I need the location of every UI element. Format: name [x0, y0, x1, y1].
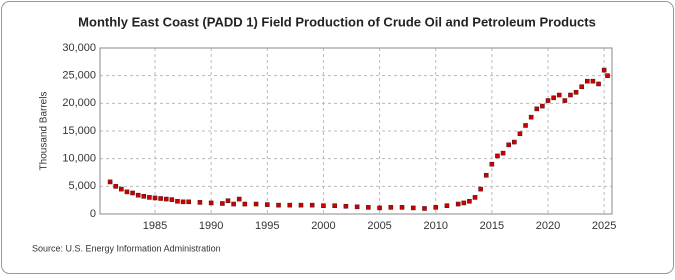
- data-point: [388, 205, 394, 210]
- data-point: [180, 199, 186, 205]
- data-point: [309, 202, 315, 208]
- data-point: [410, 205, 416, 211]
- data-point: [321, 203, 326, 208]
- x-tick-label: 2015: [480, 220, 504, 232]
- x-tick-label: 2020: [536, 220, 560, 232]
- data-point: [605, 73, 610, 78]
- data-point: [197, 200, 203, 205]
- x-tick-label: 1995: [255, 220, 279, 232]
- data-point: [343, 203, 349, 209]
- data-point: [467, 198, 472, 204]
- data-point: [545, 98, 551, 103]
- x-tick-label: 1990: [199, 220, 223, 232]
- data-point: [489, 161, 495, 167]
- data-point: [455, 201, 461, 207]
- plot-border: [99, 47, 613, 215]
- data-point: [478, 186, 483, 192]
- data-point: [231, 201, 236, 207]
- data-point: [500, 150, 506, 156]
- data-point: [506, 142, 512, 148]
- data-point: [130, 190, 135, 196]
- data-point: [220, 201, 225, 206]
- data-point: [562, 98, 568, 103]
- data-point: [113, 184, 119, 189]
- data-point: [163, 196, 169, 202]
- data-point: [135, 192, 141, 198]
- data-point: [287, 202, 293, 208]
- data-point: [208, 200, 214, 206]
- data-point: [579, 84, 584, 90]
- data-point: [124, 189, 130, 195]
- y-tick-label: 5,000: [68, 180, 96, 192]
- data-point: [568, 92, 573, 98]
- data-point: [433, 205, 439, 210]
- data-point: [119, 186, 124, 192]
- y-tick-label: 20,000: [62, 97, 96, 109]
- data-point: [332, 203, 337, 208]
- data-point: [601, 67, 607, 73]
- y-tick-label: 15,000: [62, 125, 96, 137]
- data-point: [186, 199, 192, 205]
- data-point: [169, 197, 175, 202]
- x-tick-label: 1985: [143, 220, 167, 232]
- y-tick-label: 0: [90, 208, 96, 220]
- frame: [1, 1, 674, 274]
- data-point: [264, 202, 270, 207]
- x-tick-label: 2010: [423, 220, 447, 232]
- data-point: [236, 196, 242, 202]
- y-axis-label: Thousand Barrels: [39, 92, 50, 171]
- data-point: [573, 89, 579, 95]
- data-point: [152, 195, 158, 201]
- x-tick-label: 2000: [311, 220, 335, 232]
- data-point: [147, 195, 152, 200]
- y-tick-label: 10,000: [62, 153, 96, 165]
- data-point: [422, 206, 427, 211]
- data-point: [596, 81, 601, 87]
- data-point: [107, 179, 113, 185]
- data-point: [517, 131, 523, 137]
- data-point: [556, 92, 562, 98]
- y-tick-label: 25,000: [62, 70, 96, 82]
- data-point: [175, 198, 180, 204]
- source: Source: U.S. Energy Information Administ…: [32, 243, 221, 253]
- x-tick-label: 2005: [367, 220, 391, 232]
- y-tick-label: 30,000: [62, 42, 96, 54]
- data-point: [540, 103, 545, 109]
- data-point: [512, 139, 517, 145]
- data-point: [495, 153, 500, 159]
- data-point: [523, 123, 528, 128]
- data-point: [158, 196, 163, 201]
- data-point: [534, 106, 540, 112]
- data-point: [528, 114, 534, 120]
- data-point: [444, 203, 450, 208]
- data-point: [253, 201, 259, 207]
- data-point: [141, 193, 147, 199]
- data-point: [276, 202, 281, 208]
- data-point: [225, 198, 231, 204]
- data-point: [366, 205, 371, 210]
- data-point: [377, 205, 382, 211]
- x-tick-label: 2025: [592, 220, 616, 232]
- data-point: [590, 78, 596, 84]
- data-point: [242, 201, 248, 207]
- data-point: [354, 204, 360, 210]
- data-point: [461, 200, 467, 206]
- data-point: [472, 195, 478, 200]
- data-point: [483, 172, 489, 178]
- chart-title: Monthly East Coast (PADD 1) Field Produc…: [78, 14, 596, 29]
- data-point: [584, 78, 590, 84]
- data-point: [551, 95, 556, 101]
- data-point: [399, 205, 405, 210]
- data-point: [298, 202, 304, 208]
